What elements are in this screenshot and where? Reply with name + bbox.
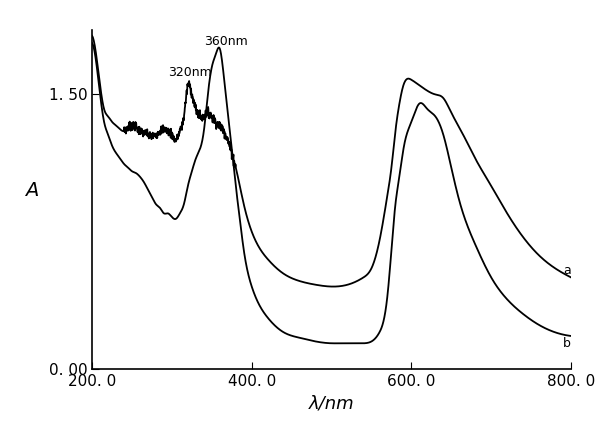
Text: 360nm: 360nm [204,35,247,48]
Y-axis label: A: A [25,181,39,200]
Text: b: b [563,337,571,350]
X-axis label: λ/nm: λ/nm [309,395,354,412]
Text: a: a [563,263,571,276]
Text: 320nm: 320nm [168,66,212,79]
